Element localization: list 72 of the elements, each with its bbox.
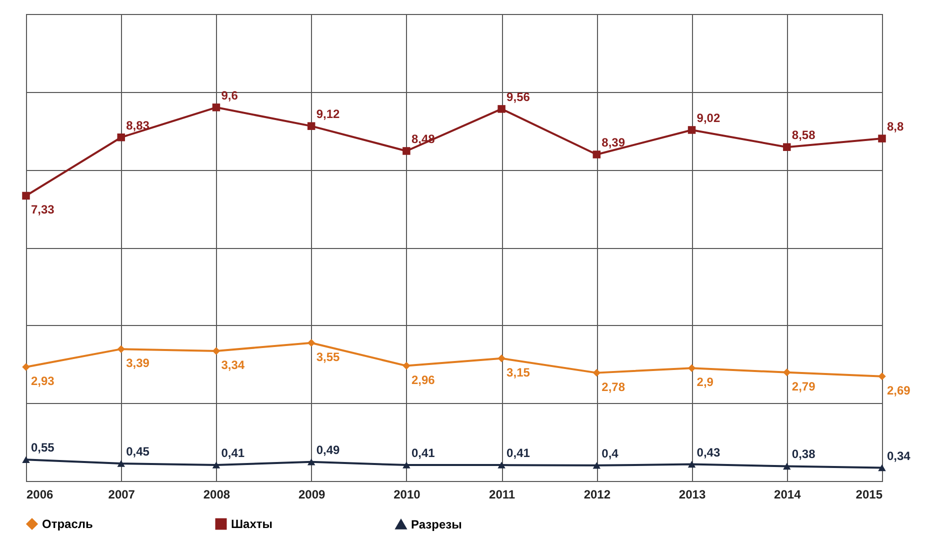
point — [783, 368, 791, 376]
data-label: 3,39 — [126, 356, 150, 370]
data-label: 0,4 — [602, 446, 619, 460]
point — [22, 363, 30, 371]
data-label: 8,39 — [602, 135, 626, 150]
legend-label: Отрасль — [42, 517, 93, 531]
x-tick-label: 2008 — [203, 488, 230, 502]
point — [592, 462, 601, 469]
data-label: 3,34 — [221, 358, 245, 372]
data-label: 9,6 — [221, 88, 238, 102]
legend-label: Разрезы — [411, 517, 462, 532]
data-label: 3,15 — [506, 365, 530, 380]
point — [117, 345, 125, 353]
point — [878, 372, 886, 380]
point — [688, 364, 696, 372]
data-label: 0,43 — [696, 445, 720, 460]
data-label: 2,9 — [696, 375, 714, 390]
point — [688, 460, 696, 468]
point — [783, 143, 791, 151]
point — [878, 134, 886, 142]
point — [307, 458, 316, 466]
point — [212, 104, 220, 112]
point — [498, 462, 506, 468]
x-tick-label: 2014 — [774, 488, 802, 502]
data-label: 2,79 — [792, 379, 816, 394]
x-tick-label: 2011 — [489, 488, 516, 502]
data-label: 8,58 — [792, 128, 816, 142]
data-label: 3,55 — [316, 350, 340, 364]
data-label: 0,41 — [506, 446, 530, 460]
x-tick-label: 2009 — [298, 488, 326, 502]
point — [22, 192, 30, 200]
point — [592, 150, 601, 158]
point — [117, 133, 125, 142]
x-tick-label: 2012 — [584, 488, 611, 502]
data-label: 2,93 — [31, 374, 55, 388]
data-label: 9,02 — [696, 110, 720, 125]
data-label: 0,49 — [316, 442, 340, 457]
point — [307, 338, 316, 347]
x-tick-label: 2015 — [856, 488, 883, 502]
point — [307, 122, 316, 130]
point — [498, 105, 506, 113]
point — [783, 462, 791, 470]
legend-label: Шахты — [231, 517, 273, 531]
point — [402, 462, 410, 468]
point — [117, 460, 125, 467]
point — [592, 368, 601, 377]
point — [688, 126, 696, 134]
x-tick-label: 2010 — [394, 488, 421, 502]
data-label: 0,55 — [31, 440, 55, 455]
data-label: 0,41 — [411, 446, 436, 460]
data-label: 2,78 — [602, 380, 626, 394]
x-tick-label: 2007 — [108, 488, 136, 502]
data-label: 8,8 — [887, 120, 904, 134]
point — [212, 347, 220, 355]
point — [498, 354, 506, 362]
data-label: 7,33 — [31, 202, 55, 217]
point — [22, 456, 30, 463]
point — [212, 462, 220, 468]
data-label: 2,69 — [887, 383, 911, 398]
data-label: 8,83 — [126, 118, 150, 132]
point — [878, 464, 886, 472]
x-tick-label: 2006 — [26, 488, 54, 502]
point — [402, 147, 410, 155]
point — [402, 362, 410, 370]
data-label: 9,12 — [316, 107, 340, 122]
data-label: 2,96 — [411, 372, 436, 387]
data-label: 9,56 — [506, 90, 530, 104]
data-label: 0,41 — [221, 446, 245, 460]
data-label: 0,38 — [792, 447, 816, 462]
data-label: 0,34 — [887, 448, 911, 463]
data-label: 0,45 — [126, 444, 150, 458]
x-tick-label: 2013 — [678, 488, 706, 502]
